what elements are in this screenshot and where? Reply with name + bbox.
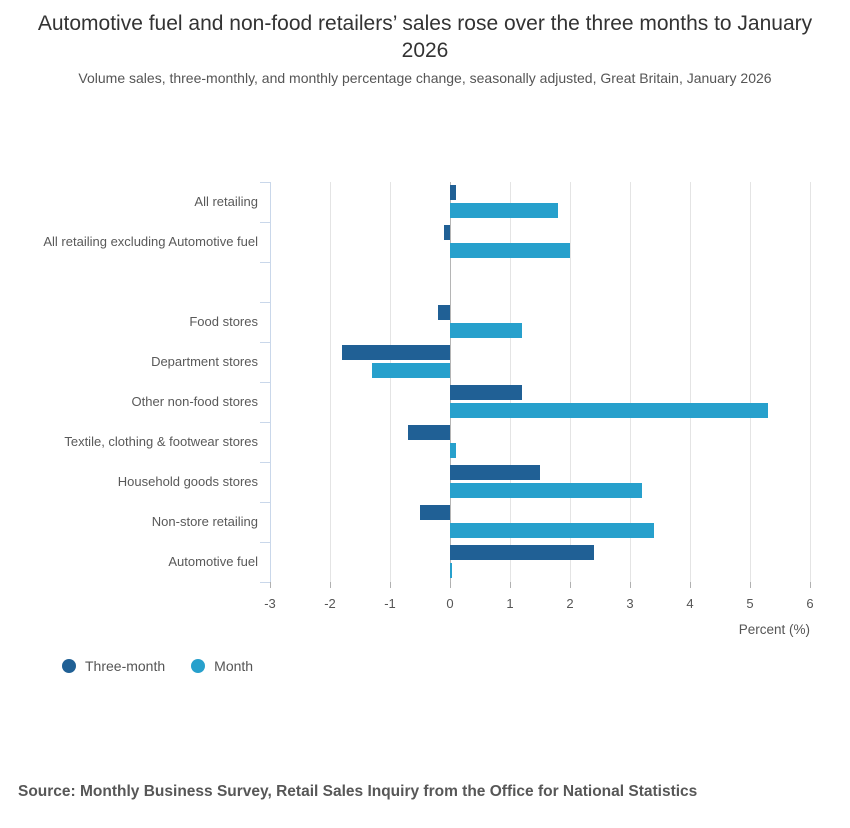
category-axis-line xyxy=(270,182,271,582)
three-month-swatch-icon xyxy=(62,659,76,673)
category-axis-tick xyxy=(260,302,270,303)
x-tick-label: 0 xyxy=(446,596,454,611)
x-axis-tick xyxy=(750,582,751,588)
bar-three-month xyxy=(444,225,450,240)
category-label: Food stores xyxy=(189,314,258,329)
x-axis-tick xyxy=(810,582,811,588)
legend-label: Month xyxy=(214,658,254,674)
bar-three-month xyxy=(342,345,450,360)
category-label: Department stores xyxy=(151,354,258,369)
chart-legend: Three-month Month xyxy=(62,658,253,674)
category-axis-tick xyxy=(260,382,270,383)
x-axis-tick xyxy=(330,582,331,588)
x-tick-label: -3 xyxy=(264,596,276,611)
bar-three-month xyxy=(450,545,594,560)
bar-month xyxy=(450,243,570,258)
zero-gridline xyxy=(450,182,451,582)
gridline xyxy=(690,182,691,582)
legend-item-month: Month xyxy=(191,658,253,674)
x-tick-label: 3 xyxy=(626,596,634,611)
x-axis-tick xyxy=(270,582,271,588)
bar-three-month xyxy=(450,185,456,200)
bar-three-month xyxy=(438,305,450,320)
x-axis-tick xyxy=(510,582,511,588)
gridline xyxy=(390,182,391,582)
x-tick-label: 2 xyxy=(566,596,574,611)
legend-item-three-month: Three-month xyxy=(62,658,165,674)
x-axis-tick xyxy=(570,582,571,588)
bar-month xyxy=(450,483,642,498)
category-label: Household goods stores xyxy=(117,474,258,489)
category-label: Non-store retailing xyxy=(151,514,258,529)
x-tick-label: -1 xyxy=(384,596,396,611)
legend-label: Three-month xyxy=(85,658,166,674)
bar-month xyxy=(450,443,456,458)
bar-three-month xyxy=(408,425,450,440)
category-axis-tick xyxy=(260,502,270,503)
x-tick-label: 1 xyxy=(506,596,514,611)
category-label: Automotive fuel xyxy=(168,554,258,569)
category-axis-tick xyxy=(260,462,270,463)
gridline xyxy=(750,182,751,582)
x-axis-tick xyxy=(390,582,391,588)
gridline xyxy=(810,182,811,582)
category-axis-tick xyxy=(260,222,270,223)
bar-month xyxy=(450,203,558,218)
category-axis-tick xyxy=(260,542,270,543)
gridline xyxy=(630,182,631,582)
category-label: Textile, clothing & footwear stores xyxy=(64,434,258,449)
bar-three-month xyxy=(450,465,540,480)
category-axis-tick xyxy=(260,342,270,343)
bar-month xyxy=(372,363,450,378)
x-axis-tick xyxy=(690,582,691,588)
x-axis-tick xyxy=(630,582,631,588)
x-tick-label: 4 xyxy=(686,596,694,611)
bar-three-month xyxy=(450,385,522,400)
bar-month xyxy=(450,323,522,338)
x-tick-label: -2 xyxy=(324,596,336,611)
bar-month xyxy=(450,403,768,418)
gridline xyxy=(570,182,571,582)
x-axis-tick xyxy=(450,582,451,588)
bar-three-month xyxy=(420,505,450,520)
x-axis-label: Percent (%) xyxy=(738,622,810,637)
category-axis-tick xyxy=(260,262,270,263)
category-axis-tick xyxy=(260,422,270,423)
chart-title: Automotive fuel and non-food retailers’ … xyxy=(37,12,813,63)
category-label: All retailing xyxy=(194,194,258,209)
bar-month xyxy=(450,563,452,578)
x-tick-label: 6 xyxy=(806,596,814,611)
category-axis-tick xyxy=(260,582,270,583)
category-axis-tick xyxy=(260,182,270,183)
gridline xyxy=(510,182,511,582)
chart-subtitle: Volume sales, three-monthly, and monthly… xyxy=(78,70,772,86)
x-tick-label: 5 xyxy=(746,596,754,611)
category-label: Other non-food stores xyxy=(131,394,258,409)
month-swatch-icon xyxy=(191,659,206,673)
bar-month xyxy=(450,523,654,538)
source-note: Source: Monthly Business Survey, Retail … xyxy=(18,783,698,800)
category-label: All retailing excluding Automotive fuel xyxy=(43,234,258,249)
gridline xyxy=(330,182,331,582)
